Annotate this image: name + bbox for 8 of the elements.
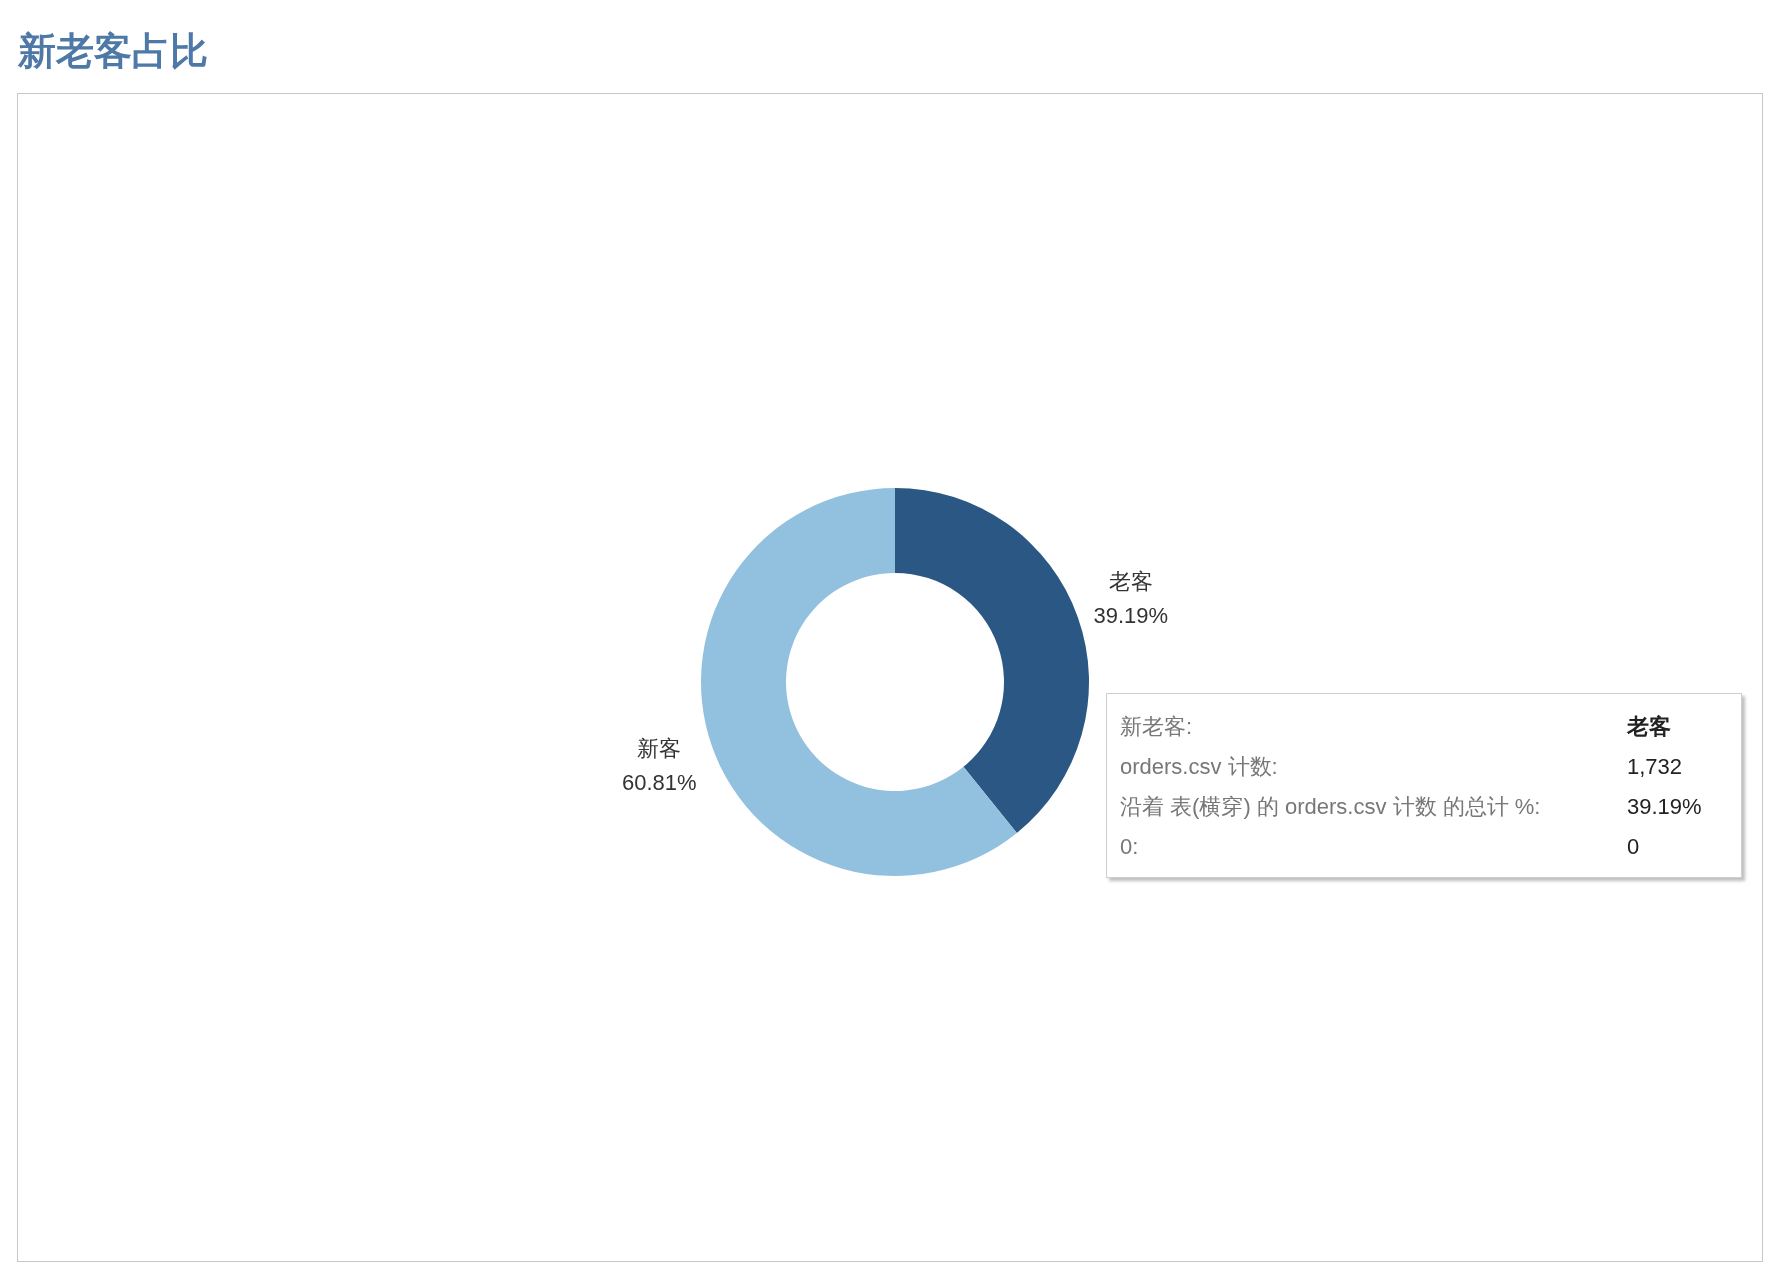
data-label: 60.81% [621,769,697,795]
donut-slice [701,488,1017,876]
slice-label: 新客 [637,735,682,761]
text: 新老客占比 [18,29,208,74]
data-label: 39.19% [1093,603,1169,629]
slice-label: 老客 [1108,569,1153,595]
donut-slice [895,488,1089,833]
tooltip-panel: 新老客: 老客 orders.csv 计数: 1,732 沿着 表(横穿) 的 orders.csv 计数 的总计 %: 39.19% 0: 0 [1106,693,1742,878]
